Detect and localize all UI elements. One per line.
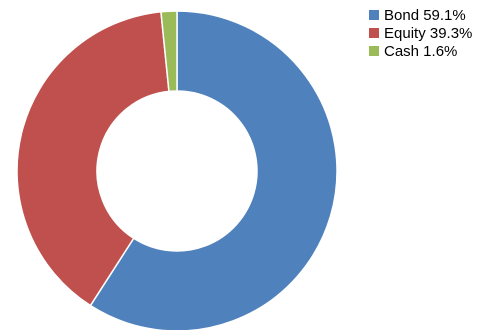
legend-item-cash: Cash 1.6% <box>369 42 472 60</box>
legend-label-bond: Bond 59.1% <box>384 6 466 24</box>
slice-cash <box>160 10 178 93</box>
legend-swatch-cash <box>369 46 379 56</box>
chart-legend: Bond 59.1% Equity 39.3% Cash 1.6% <box>369 6 472 60</box>
legend-label-cash: Cash 1.6% <box>384 42 458 60</box>
legend-swatch-equity <box>369 28 379 38</box>
legend-label-equity: Equity 39.3% <box>384 24 473 42</box>
legend-item-equity: Equity 39.3% <box>369 24 472 42</box>
slice-equity <box>16 11 170 307</box>
slice-bond <box>89 10 338 330</box>
legend-item-bond: Bond 59.1% <box>369 6 472 24</box>
legend-swatch-bond <box>369 10 379 20</box>
